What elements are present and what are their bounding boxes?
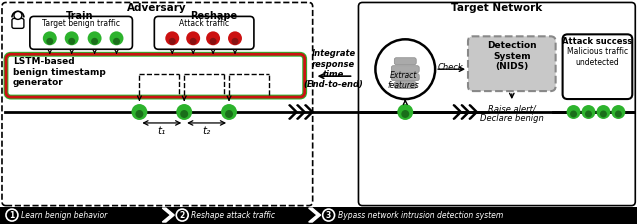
Polygon shape	[453, 105, 461, 119]
Circle shape	[68, 38, 75, 45]
Circle shape	[131, 104, 147, 120]
Circle shape	[206, 31, 220, 45]
FancyBboxPatch shape	[6, 54, 305, 97]
FancyBboxPatch shape	[154, 16, 254, 49]
FancyBboxPatch shape	[358, 2, 636, 206]
FancyBboxPatch shape	[563, 34, 632, 99]
Text: Extract
features: Extract features	[387, 71, 419, 90]
Circle shape	[113, 38, 120, 45]
Text: t₂: t₂	[202, 126, 211, 136]
Circle shape	[46, 38, 53, 45]
FancyBboxPatch shape	[394, 58, 416, 65]
Text: Train: Train	[66, 11, 93, 22]
FancyBboxPatch shape	[468, 36, 556, 91]
Polygon shape	[297, 105, 305, 119]
Circle shape	[397, 104, 413, 120]
Text: 1: 1	[10, 211, 15, 220]
Circle shape	[176, 104, 192, 120]
Circle shape	[376, 39, 435, 99]
Circle shape	[232, 38, 239, 45]
Circle shape	[186, 31, 200, 45]
Polygon shape	[305, 105, 313, 119]
Text: LSTM-based
benign timestamp
generator: LSTM-based benign timestamp generator	[13, 57, 106, 87]
Text: Attack traffic: Attack traffic	[179, 19, 229, 28]
Circle shape	[14, 11, 22, 19]
FancyBboxPatch shape	[391, 74, 419, 81]
Circle shape	[6, 209, 18, 221]
Polygon shape	[163, 208, 174, 222]
Circle shape	[582, 105, 595, 119]
Text: Integrate
response
time
(End-to-end): Integrate response time (End-to-end)	[303, 49, 364, 89]
Circle shape	[169, 38, 176, 45]
Text: Malicious traffic
undetected: Malicious traffic undetected	[567, 47, 628, 67]
Text: Bypass network intrusion detection system: Bypass network intrusion detection syste…	[337, 211, 503, 220]
Bar	[0, 207, 637, 224]
Circle shape	[566, 105, 580, 119]
Text: 3: 3	[326, 211, 332, 220]
Text: Adversary: Adversary	[127, 3, 186, 13]
FancyBboxPatch shape	[394, 82, 416, 89]
FancyBboxPatch shape	[2, 2, 313, 206]
Circle shape	[91, 38, 98, 45]
Circle shape	[596, 105, 611, 119]
Circle shape	[611, 105, 625, 119]
Circle shape	[176, 209, 188, 221]
Circle shape	[180, 110, 188, 118]
Circle shape	[65, 31, 79, 45]
Polygon shape	[308, 208, 321, 222]
Circle shape	[323, 209, 335, 221]
Text: Raise alert/
Declare benign: Raise alert/ Declare benign	[480, 104, 544, 123]
Polygon shape	[289, 105, 297, 119]
Text: Check: Check	[437, 63, 463, 72]
Text: Target Network: Target Network	[451, 3, 543, 13]
Text: Reshape attack traffic: Reshape attack traffic	[191, 211, 275, 220]
FancyBboxPatch shape	[12, 18, 24, 28]
Circle shape	[221, 104, 237, 120]
Circle shape	[109, 31, 124, 45]
Circle shape	[189, 38, 196, 45]
Circle shape	[570, 110, 577, 117]
Circle shape	[165, 31, 179, 45]
Text: Target benign traffic: Target benign traffic	[42, 19, 120, 28]
Circle shape	[600, 110, 607, 117]
Circle shape	[43, 31, 57, 45]
Circle shape	[228, 31, 242, 45]
Text: Learn benign behavior: Learn benign behavior	[21, 211, 107, 220]
Text: Attack success: Attack success	[563, 37, 632, 46]
Circle shape	[401, 110, 409, 118]
Polygon shape	[469, 105, 477, 119]
FancyBboxPatch shape	[391, 66, 419, 73]
Polygon shape	[461, 105, 470, 119]
Circle shape	[210, 38, 216, 45]
Circle shape	[225, 110, 233, 118]
Text: 2: 2	[180, 211, 185, 220]
FancyBboxPatch shape	[30, 16, 132, 49]
Circle shape	[615, 110, 622, 117]
Text: Detection
System
(NIDS): Detection System (NIDS)	[487, 41, 536, 71]
Text: t₁: t₁	[157, 126, 165, 136]
Circle shape	[585, 110, 592, 117]
Text: Reshape: Reshape	[191, 11, 237, 22]
Circle shape	[88, 31, 102, 45]
Circle shape	[136, 110, 143, 118]
